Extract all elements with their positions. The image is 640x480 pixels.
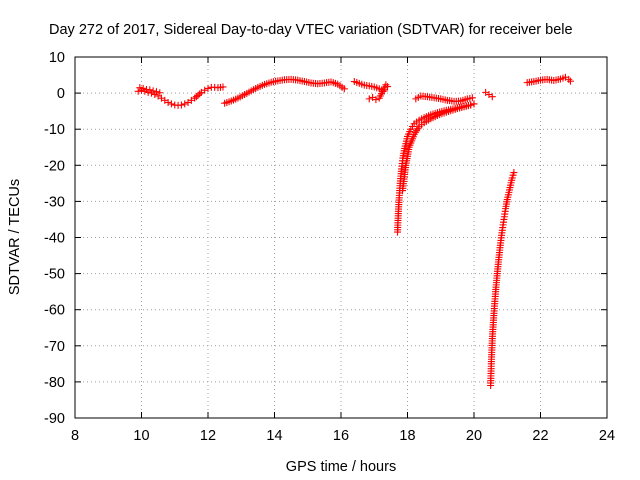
data-point	[467, 101, 475, 109]
y-tick-label: -80	[44, 375, 65, 391]
data-point	[177, 101, 185, 109]
data-point	[149, 87, 157, 95]
data-point	[510, 169, 518, 177]
data-points	[134, 73, 574, 390]
y-tick-label: -20	[44, 158, 65, 174]
y-tick-label: -50	[44, 267, 65, 283]
x-tick-label: 16	[333, 428, 349, 444]
data-point	[219, 83, 227, 91]
data-point	[139, 84, 147, 92]
y-tick-label: -10	[44, 122, 65, 138]
data-point	[340, 85, 348, 93]
y-tick-label: -70	[44, 339, 65, 355]
x-tick-label: 22	[532, 428, 548, 444]
data-point	[196, 90, 204, 98]
data-point	[181, 100, 189, 108]
y-tick-label: -90	[44, 411, 65, 427]
data-point	[384, 83, 392, 91]
data-point	[164, 98, 172, 106]
data-point	[488, 93, 496, 101]
y-tick-label: -60	[44, 303, 65, 319]
x-tick-label: 18	[399, 428, 415, 444]
y-tick-label: -40	[44, 231, 65, 247]
y-axis-label: SDTVAR / TECUs	[7, 179, 23, 295]
grid-lines	[75, 57, 607, 418]
chart-title: Day 272 of 2017, Sidereal Day-to-day VTE…	[49, 22, 573, 38]
data-point	[204, 84, 212, 92]
x-tick-label: 8	[71, 428, 79, 444]
data-point	[167, 100, 175, 108]
data-point	[372, 96, 380, 104]
data-point	[365, 95, 373, 103]
x-tick-label: 20	[466, 428, 482, 444]
data-point	[191, 94, 199, 102]
x-tick-label: 14	[266, 428, 282, 444]
data-point	[146, 86, 154, 94]
x-tick-label: 12	[200, 428, 216, 444]
data-point	[134, 87, 142, 95]
data-point	[152, 88, 160, 96]
data-point	[156, 89, 164, 97]
data-point	[470, 100, 478, 108]
x-tick-label: 10	[133, 428, 149, 444]
data-point	[566, 77, 574, 85]
x-axis-label: GPS time / hours	[286, 459, 396, 475]
data-point	[194, 91, 202, 99]
axis-ticks: 8 10 12 14 16 18 20 22 24 -90 -80 -70 -60 -50 -40 -30 -2…	[44, 50, 615, 444]
data-point	[151, 91, 159, 99]
y-tick-label: 10	[49, 50, 65, 66]
y-tick-label: 0	[57, 86, 65, 102]
data-point	[468, 94, 476, 102]
y-tick-label: -30	[44, 194, 65, 210]
data-point	[136, 84, 144, 92]
x-tick-label: 24	[599, 428, 615, 444]
data-point	[192, 93, 200, 101]
